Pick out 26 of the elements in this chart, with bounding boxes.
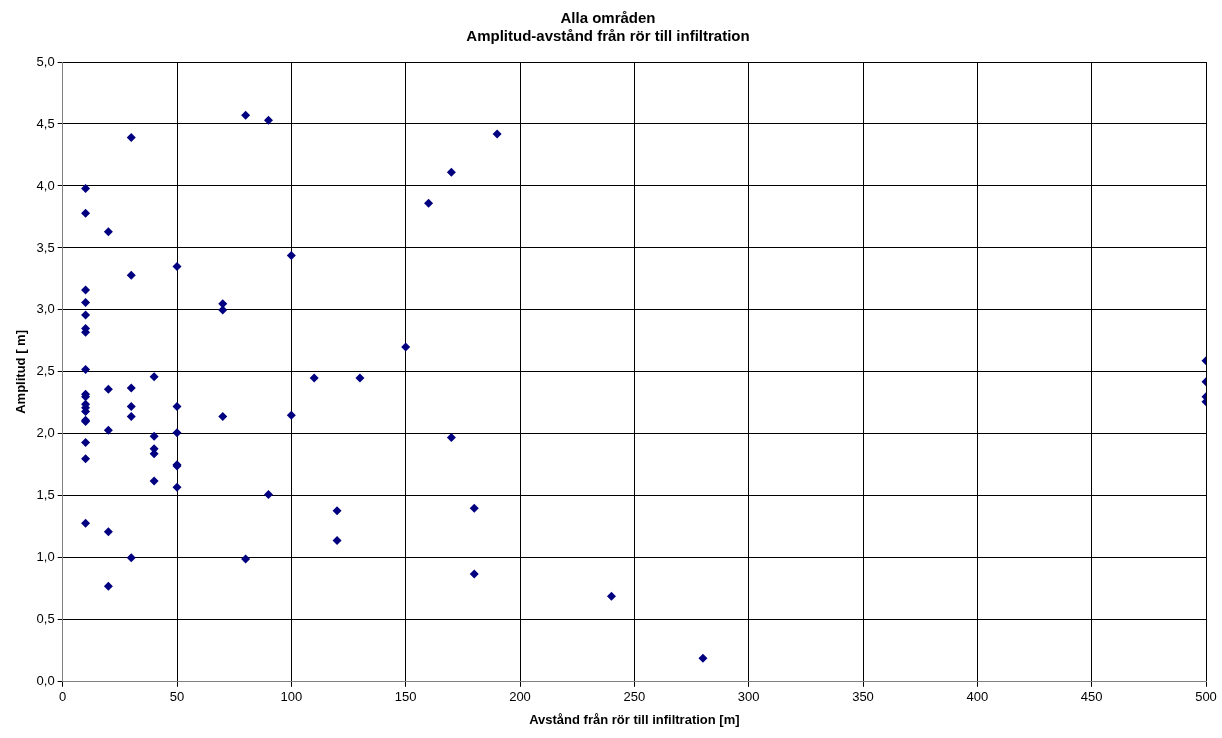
y-tick-label: 5,0 [36,53,55,69]
x-axis-title: Avstånd från rör till infiltration [m] [529,711,740,727]
chart-title: Alla områden [560,9,656,27]
y-tick-label: 3,5 [36,239,55,255]
x-tick-label: 100 [280,689,303,705]
y-tick-label: 2,0 [36,425,55,441]
x-tick-label: 500 [1195,689,1217,705]
y-tick-label: 4,0 [36,177,55,193]
y-tick-label: 3,0 [36,301,55,317]
y-tick-label: 1,5 [36,487,55,503]
x-tick-label: 150 [394,689,417,705]
x-tick-label: 400 [966,689,989,705]
y-tick-label: 4,5 [36,115,55,131]
x-tick-label: 50 [169,689,185,705]
x-tick-label: 0 [59,689,67,705]
x-tick-label: 450 [1080,689,1103,705]
y-tick-label: 1,0 [36,549,55,565]
y-tick-label: 2,5 [36,363,55,379]
chart-subtitle: Amplitud-avstånd från rör till infiltration [466,27,750,45]
x-tick-label: 350 [852,689,874,705]
y-tick-label: 0,0 [36,673,55,689]
x-tick-label: 200 [509,689,531,705]
x-tick-label: 250 [623,689,646,705]
y-axis-title: Amplitud [ m] [13,330,29,414]
y-tick-label: 0,5 [36,611,55,627]
x-tick-label: 300 [737,689,760,705]
